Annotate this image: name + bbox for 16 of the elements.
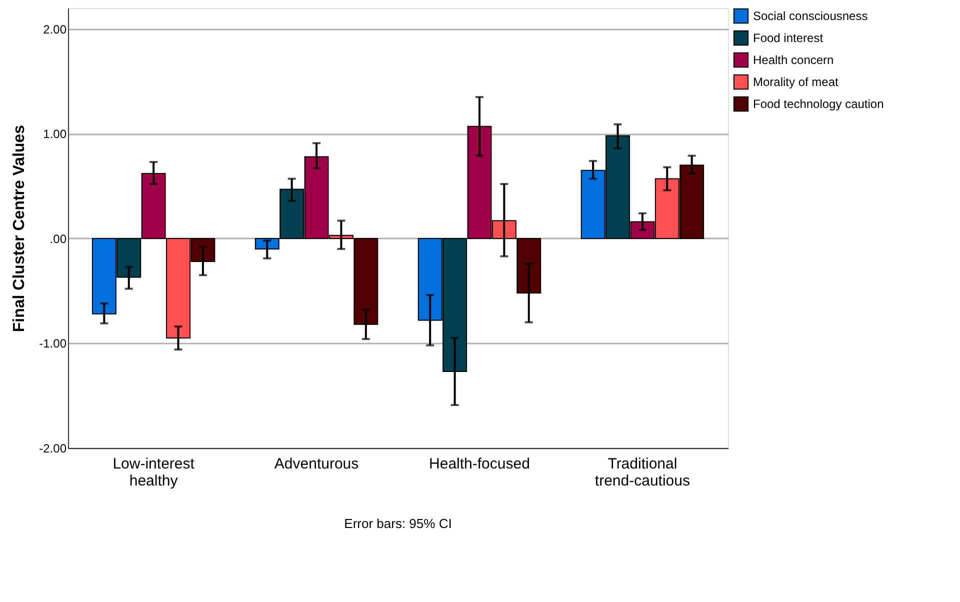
- y-tick-label: -1.00: [39, 336, 67, 351]
- y-axis-title: Final Cluster Centre Values: [11, 124, 28, 332]
- x-tick-label: Traditional trend-cautious: [594, 456, 690, 490]
- y-tick-label: 2.00: [43, 22, 67, 36]
- legend-label: Health concern: [753, 53, 834, 67]
- x-tick-label: Health-focused: [429, 456, 530, 472]
- y-tick-label: -2.00: [39, 442, 67, 456]
- y-tick-label: .00: [50, 232, 67, 246]
- y-tick-label: 1.00: [43, 127, 67, 142]
- legend-label: Food technology caution: [753, 97, 884, 111]
- text: Error bars: 95% CI: [344, 516, 452, 531]
- x-tick-label: Adventurous: [274, 456, 359, 472]
- x-tick-label: Low-interest healthy: [112, 456, 196, 490]
- legend-label: Morality of meat: [753, 75, 840, 89]
- legend-label: Food interest: [753, 31, 824, 45]
- legend-label: Social consciousness: [753, 9, 868, 23]
